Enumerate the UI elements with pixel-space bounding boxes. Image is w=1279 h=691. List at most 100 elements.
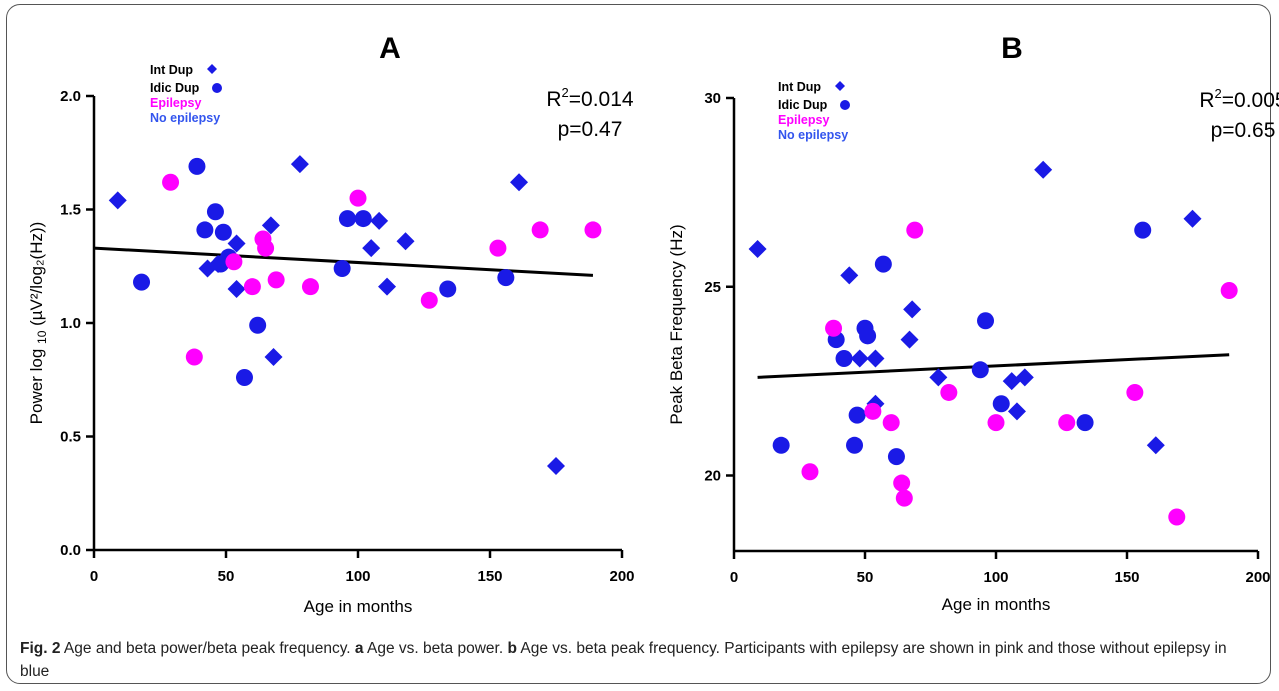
- point-epilepsy: [1126, 383, 1144, 401]
- legend-int-dup: Int Dup: [778, 80, 821, 94]
- point-int-dup: [1007, 402, 1026, 421]
- point-epilepsy: [225, 253, 243, 271]
- legend-circle-icon: [212, 83, 222, 93]
- point-epilepsy: [882, 414, 900, 432]
- point-idic-dup: [196, 221, 214, 239]
- point-idic-dup: [977, 312, 995, 330]
- y-tick-label: 20: [704, 468, 721, 485]
- x-tick-label: 200: [1245, 569, 1270, 586]
- point-epilepsy: [489, 239, 507, 257]
- point-idic-dup: [1134, 221, 1152, 239]
- point-epilepsy: [864, 402, 882, 420]
- point-idic-dup: [772, 436, 790, 454]
- caption-b: b: [507, 640, 517, 657]
- y-axis-label: Power log 10 (µV²/log₂(Hz)): [27, 222, 49, 425]
- point-epilepsy: [257, 239, 275, 257]
- point-int-dup: [264, 348, 283, 367]
- y-tick-label: 30: [704, 90, 721, 107]
- y-tick-label: 0.0: [60, 542, 81, 559]
- point-int-dup: [866, 349, 885, 368]
- legend-diamond-icon: [835, 81, 845, 91]
- point-epilepsy: [420, 291, 438, 309]
- point-epilepsy: [895, 489, 913, 507]
- y-tick-label: 0.5: [60, 429, 81, 446]
- y-axis-label: Peak Beta Frequency (Hz): [667, 224, 686, 424]
- point-idic-dup: [887, 448, 905, 466]
- y-tick-label: 1.0: [60, 315, 81, 332]
- point-int-dup: [1034, 160, 1053, 179]
- point-int-dup: [227, 234, 246, 253]
- point-idic-dup: [235, 368, 253, 386]
- x-axis-label: Age in months: [942, 595, 1051, 614]
- legend-no-epilepsy: No epilepsy: [150, 111, 220, 125]
- stat-p-value: p=0.65: [1211, 119, 1276, 142]
- point-idic-dup: [1076, 414, 1094, 432]
- x-tick-label: 50: [218, 568, 235, 585]
- point-int-dup: [903, 300, 922, 319]
- stat-p-value: p=0.47: [558, 118, 623, 141]
- point-int-dup: [370, 211, 389, 230]
- point-idic-dup: [338, 210, 356, 228]
- point-epilepsy: [825, 319, 843, 337]
- x-tick-label: 150: [1114, 569, 1139, 586]
- x-tick-label: 100: [983, 569, 1008, 586]
- point-idic-dup: [354, 210, 372, 228]
- legend-no-epilepsy: No epilepsy: [778, 128, 848, 142]
- x-tick-label: 0: [730, 569, 738, 586]
- point-epilepsy: [940, 383, 958, 401]
- point-idic-dup: [971, 361, 989, 379]
- figure-caption: Fig. 2 Age and beta power/beta peak freq…: [20, 637, 1260, 683]
- point-int-dup: [1183, 209, 1202, 228]
- regression-line: [757, 353, 1230, 379]
- chart-panel-a: A 0 50 100 150 200 0.0 0.5 1.0 1.5 2.0 Age in month…: [27, 32, 635, 616]
- caption-text-3: Age vs. beta peak frequency. Participant…: [20, 640, 1227, 680]
- point-idic-dup: [848, 406, 866, 424]
- caption-text-2: Age vs. beta power.: [363, 640, 508, 657]
- y-tick-label: 1.5: [60, 202, 81, 219]
- point-idic-dup: [859, 327, 877, 345]
- point-int-dup: [1015, 368, 1034, 387]
- point-epilepsy: [893, 474, 911, 492]
- point-int-dup: [108, 191, 127, 210]
- point-epilepsy: [162, 173, 180, 191]
- point-idic-dup: [249, 316, 267, 334]
- chart-panel-b: B 0 50 100 150 200 20 25 30 Age in months Peak Bet…: [667, 32, 1279, 614]
- point-idic-dup: [846, 436, 864, 454]
- x-tick-label: 100: [345, 568, 370, 585]
- legend-diamond-icon: [207, 64, 217, 74]
- point-epilepsy: [906, 221, 924, 239]
- point-int-dup: [900, 330, 919, 349]
- x-tick-label: 50: [857, 569, 874, 586]
- point-idic-dup: [835, 349, 853, 367]
- point-epilepsy: [301, 278, 319, 296]
- point-epilepsy: [801, 463, 819, 481]
- point-idic-dup: [133, 273, 151, 291]
- point-int-dup: [362, 239, 381, 258]
- panel-label: A: [379, 32, 401, 65]
- point-idic-dup: [333, 260, 351, 278]
- x-tick-label: 150: [477, 568, 502, 585]
- figure-frame: [6, 4, 1271, 684]
- point-epilepsy: [185, 348, 203, 366]
- point-epilepsy: [1220, 282, 1238, 300]
- point-idic-dup: [439, 280, 457, 298]
- point-int-dup: [929, 368, 948, 387]
- point-idic-dup: [206, 203, 224, 221]
- point-int-dup: [290, 155, 309, 174]
- caption-label: Fig. 2: [20, 640, 61, 657]
- point-idic-dup: [497, 269, 515, 287]
- point-int-dup: [850, 349, 869, 368]
- point-int-dup: [547, 457, 565, 476]
- y-tick-label: 2.0: [60, 88, 81, 105]
- point-int-dup: [378, 277, 397, 296]
- stat-r2: R2=0.005: [1199, 86, 1279, 112]
- caption-text-1: Age and beta power/beta peak frequency.: [60, 640, 355, 657]
- legend-idic-dup: Idic Dup: [778, 98, 828, 112]
- y-tick-label: 25: [704, 279, 721, 296]
- legend-circle-icon: [840, 100, 850, 110]
- point-int-dup: [227, 279, 246, 298]
- legend-epilepsy: Epilepsy: [778, 113, 829, 127]
- point-idic-dup: [992, 395, 1010, 413]
- x-axis-label: Age in months: [304, 597, 413, 616]
